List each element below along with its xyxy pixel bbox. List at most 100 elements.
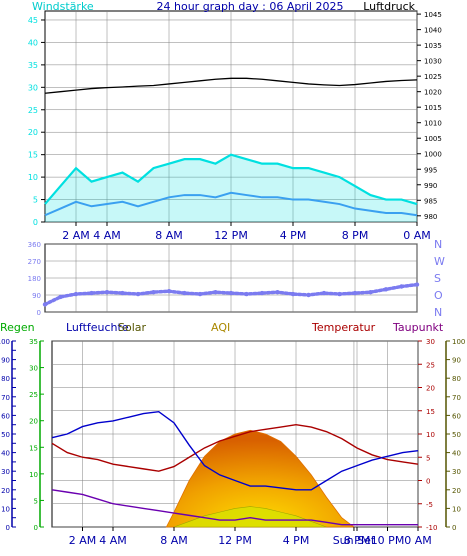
direction-point <box>290 291 296 297</box>
direction-point <box>321 290 327 296</box>
dewpoint-line <box>51 489 418 526</box>
wind-x-tick-label: 8 PM <box>342 229 369 242</box>
rain-tick-label: 60 <box>1 412 10 420</box>
pressure-right-tick-label: 1045 <box>424 11 442 19</box>
humidity-tick-label: 10 <box>29 471 38 479</box>
solar-tick-label: 30 <box>452 468 461 476</box>
humidity-tick-label: 5 <box>34 497 38 505</box>
direction-point <box>228 290 234 296</box>
direction-tick-label: 180 <box>28 275 41 283</box>
direction-letter: O <box>434 289 443 302</box>
climate-x-tick-label: 8 AM <box>160 534 188 547</box>
wind-x-tick-label: 0 AM <box>403 229 431 242</box>
temperature-tick-label: 5 <box>426 454 430 462</box>
wind-x-axis: 2 AM 4 AM 8 AM 12 PM 4 PM 8 PM 0 AM <box>62 222 431 242</box>
aqi-label: AQI <box>211 321 230 334</box>
direction-point <box>352 290 358 296</box>
regen-label: Regen <box>0 321 35 334</box>
direction-point <box>244 291 249 297</box>
wind-left-tick-label: 45 <box>28 16 38 25</box>
wind-left-axis: 0 5 10 15 20 25 30 35 40 45 <box>28 16 45 227</box>
wind-x-tick-label: 4 AM <box>93 229 121 242</box>
solar-tick-label: 20 <box>452 487 461 495</box>
wind_gust-line <box>44 153 418 206</box>
direction-point <box>58 294 63 300</box>
direction-point <box>275 289 280 295</box>
temperature-tick-label: 15 <box>426 408 435 416</box>
temperature-tick-label: 30 <box>426 338 435 346</box>
direction-point <box>306 292 311 298</box>
wind-gust-area <box>45 154 417 222</box>
climate-x-tick-label: 2 AM <box>69 534 97 547</box>
direction-tick-label: 90 <box>32 292 41 300</box>
wind-left-tick-label: 10 <box>28 173 38 182</box>
wind-series <box>44 77 418 222</box>
rain-tick-label: 80 <box>1 375 10 383</box>
solar-tick-label: 90 <box>452 357 461 365</box>
direction-point <box>383 287 389 292</box>
temperature-tick-label: -5 <box>426 501 433 509</box>
rain-tick-label: 40 <box>1 450 10 458</box>
climate-x-tick-label: Sun Set <box>333 534 376 547</box>
rain-tick-label: 0 <box>6 524 10 532</box>
rain-tick-label: 50 <box>1 431 10 439</box>
taupunkt-label: Taupunkt <box>392 321 444 334</box>
climate-x-tick-label: 12 PM <box>218 534 252 547</box>
wind-left-tick-label: 30 <box>28 83 38 92</box>
pressure-right-tick-label: 1010 <box>424 120 442 128</box>
direction-letter: N <box>434 238 442 251</box>
solar-tick-label: 50 <box>452 431 461 439</box>
temperature-axis: -10 -5 0 5 10 15 20 25 30 <box>418 338 437 532</box>
solar-tick-label: 70 <box>452 394 461 402</box>
humidity-tick-label: 20 <box>29 418 38 426</box>
pressure-right-tick-label: 985 <box>424 197 437 205</box>
temperature-tick-label: 25 <box>426 361 435 369</box>
humidity-tick-label: 15 <box>29 444 38 452</box>
direction-point <box>182 290 187 296</box>
direction-point <box>368 289 373 295</box>
wind-x-tick-label: 8 AM <box>155 229 183 242</box>
solar-tick-label: 10 <box>452 505 461 513</box>
temperature-tick-label: 0 <box>426 478 430 486</box>
pressure-right-tick-label: 990 <box>424 182 437 190</box>
pressure-right-axis: 980 985 990 995 1000 1005 1010 1015 1020 1025 1030… <box>417 11 442 221</box>
direction-left-axis: 0 90 180 270 360 <box>28 241 41 317</box>
wind-left-tick-label: 0 <box>33 218 38 227</box>
temperature-tick-label: -10 <box>426 524 437 532</box>
wind-left-tick-label: 20 <box>28 128 38 137</box>
rain-tick-label: 30 <box>1 468 10 476</box>
pressure-right-tick-label: 1030 <box>424 58 442 66</box>
chart-title: 24 hour graph day : 06 April 2025 <box>157 0 344 13</box>
direction-point <box>42 302 48 307</box>
pressure-right-tick-label: 1025 <box>424 73 442 81</box>
pressure-right-tick-label: 1015 <box>424 104 442 112</box>
climate-panel: Regen Luftfeuchte Solar AQI Temperatur T… <box>0 321 465 547</box>
solar-axis: 0 10 20 30 40 50 60 70 80 90 100 <box>445 338 465 532</box>
pressure-right-tick-label: 1005 <box>424 135 442 143</box>
wind-left-tick-label: 35 <box>28 61 38 70</box>
wind-left-tick-label: 40 <box>28 38 38 47</box>
direction-letter: W <box>434 255 445 268</box>
direction-point <box>151 289 156 295</box>
humidity-axis: 0 5 10 15 20 25 30 35 <box>29 338 44 532</box>
wind-x-tick-label: 2 AM <box>62 229 90 242</box>
luftfeuchte-label: Luftfeuchte <box>66 321 129 334</box>
rain-tick-label: 100 <box>0 338 10 346</box>
solar-tick-label: 100 <box>452 338 465 346</box>
humidity-tick-label: 25 <box>29 391 38 399</box>
temperature-line <box>51 423 419 472</box>
pressure-right-tick-label: 1000 <box>424 151 442 159</box>
wind-x-tick-label: 12 PM <box>214 229 248 242</box>
rain-tick-label: 10 <box>1 505 10 513</box>
wind_avg-line <box>44 191 418 217</box>
climate-x-tick-label: 0 AM <box>404 534 432 547</box>
solar-area <box>165 429 356 528</box>
pressure-right-tick-label: 995 <box>424 166 437 174</box>
solar-label: Solar <box>118 321 147 334</box>
direction-point <box>135 291 141 297</box>
rain-axis: 0 10 20 30 40 50 60 70 80 90 100 <box>0 338 16 532</box>
pressure-line <box>44 77 418 94</box>
direction-point <box>89 290 94 296</box>
